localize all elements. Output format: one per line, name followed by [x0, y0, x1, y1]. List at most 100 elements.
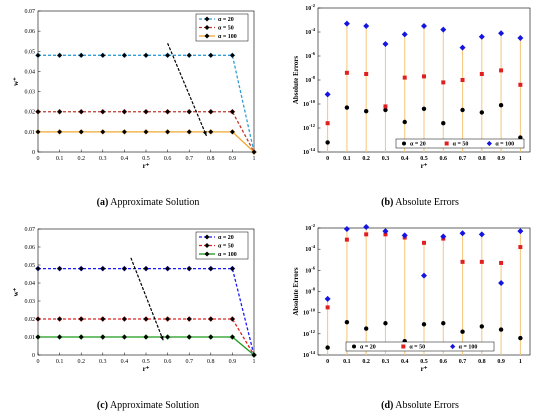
legend-label: α = 20	[218, 235, 234, 241]
series-marker	[229, 334, 236, 340]
x-tick-label: 0.3	[99, 156, 107, 162]
series-marker	[164, 108, 171, 115]
series-marker	[207, 334, 214, 340]
x-tick-label: 0	[326, 156, 329, 162]
panel-b: 0 0.1 0.2 0.3 0.4 0.5 0.6 0.7 0.8 0.9 1 10-14 10-12 1…	[292, 3, 531, 208]
legend-label: α = 50	[409, 345, 425, 351]
y-tick-label: 0.07	[25, 227, 36, 233]
x-tick-label: 0.8	[207, 359, 215, 365]
x-tick-label: 0.3	[382, 156, 390, 162]
series-marker	[78, 334, 85, 340]
error-point	[478, 231, 485, 238]
error-point	[479, 110, 485, 115]
error-point	[401, 31, 408, 38]
error-point	[460, 259, 465, 264]
error-point	[383, 232, 388, 237]
series-line	[38, 131, 255, 153]
error-point	[518, 335, 523, 341]
legend-box	[345, 341, 495, 352]
error-point	[325, 345, 330, 350]
y-tick-label: 10-2	[305, 3, 315, 12]
trend-arrow	[130, 257, 164, 341]
series-marker	[143, 108, 149, 115]
legend-label: α = 100	[459, 345, 478, 351]
y-tick-label: 0.05	[25, 263, 36, 269]
error-point	[460, 329, 465, 334]
x-axis-label: r⁺	[421, 162, 428, 170]
series-marker	[56, 265, 63, 272]
error-point	[421, 106, 427, 112]
x-tick-label: 0.2	[362, 359, 370, 365]
y-tick-label: 0.02	[25, 110, 36, 116]
y-tick-label: 10-6	[305, 51, 315, 60]
error-point	[499, 68, 504, 73]
series-marker	[207, 108, 214, 115]
x-tick-label: 0.8	[478, 156, 486, 162]
y-tick-label: 0.06	[25, 245, 36, 251]
x-tick-label: 0.3	[99, 359, 107, 365]
legend-label: α = 20	[360, 345, 376, 351]
legend-swatch-marker	[402, 141, 406, 146]
x-tick-label: 0.6	[440, 156, 448, 162]
series-marker	[251, 352, 257, 358]
error-point	[518, 245, 523, 250]
error-point	[441, 121, 446, 126]
panel-d: 0 0.1 0.2 0.3 0.4 0.5 0.6 0.7 0.8 0.9 1 10-14 10-12 1…	[292, 223, 531, 411]
error-point	[498, 280, 505, 287]
error-point	[421, 23, 427, 29]
error-point	[459, 44, 466, 51]
series-marker	[143, 265, 149, 272]
error-point	[383, 321, 388, 326]
y-tick-label: 0.02	[25, 317, 36, 323]
x-tick-label: 0.3	[382, 359, 390, 365]
error-point	[460, 78, 465, 82]
error-point	[498, 30, 505, 37]
x-tick-label: 0.4	[121, 359, 129, 365]
y-tick-label: 0.03	[25, 299, 36, 305]
series-marker	[229, 316, 236, 322]
series-marker	[35, 316, 41, 322]
error-point	[440, 233, 447, 240]
x-tick-label: 0.9	[497, 156, 505, 162]
legend-swatch-marker	[204, 243, 210, 248]
error-point	[422, 240, 426, 245]
x-tick-label: 0.8	[207, 156, 215, 162]
error-point	[344, 237, 349, 242]
x-tick-label: 1	[253, 359, 256, 365]
series-marker	[99, 52, 106, 59]
error-point	[363, 326, 369, 331]
x-tick-label: 0.8	[478, 359, 486, 365]
y-tick-label: 0.03	[25, 90, 36, 96]
x-tick-label: 0.9	[497, 359, 505, 365]
series-marker	[207, 52, 214, 59]
error-point	[383, 107, 388, 113]
legend-swatch-marker	[450, 343, 456, 350]
error-point	[498, 103, 504, 108]
error-point	[364, 72, 369, 76]
y-tick-label: 10-6	[305, 265, 315, 274]
series-marker	[143, 316, 149, 322]
x-tick-label: 0.7	[185, 156, 193, 162]
y-tick-label: 10-14	[303, 350, 316, 359]
x-tick-label: 0.7	[459, 359, 467, 365]
error-point	[441, 321, 446, 326]
legend-label: α = 50	[218, 244, 234, 250]
y-tick-label: 0.04	[25, 281, 36, 287]
series-marker	[164, 265, 171, 272]
x-tick-label: 0.5	[142, 359, 150, 365]
y-axis-label: Absolute Errors	[292, 267, 300, 316]
legend-swatch-marker	[352, 344, 356, 349]
error-point	[343, 20, 350, 27]
series-marker	[56, 334, 63, 340]
series-marker	[121, 316, 128, 322]
x-tick-label: 1	[519, 156, 522, 162]
legend-swatch-marker	[444, 141, 449, 146]
series-marker	[99, 108, 106, 115]
series-marker	[35, 265, 41, 272]
legend: α = 20 α = 50 α = 100	[395, 138, 525, 149]
error-point	[325, 305, 330, 310]
y-tick-label: 10-10	[303, 99, 316, 108]
x-tick-label: 0.7	[185, 359, 193, 365]
series-marker	[56, 128, 63, 135]
series-marker	[143, 334, 149, 340]
